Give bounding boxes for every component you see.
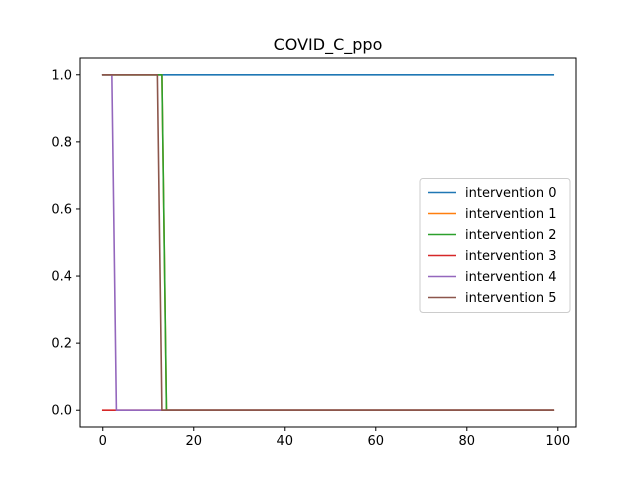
- x-tick-label-4: 80: [459, 434, 476, 449]
- y-axis: 0.0 0.2 0.4 0.6 0.8 1.0: [51, 68, 80, 419]
- y-tick-label-4: 0.8: [51, 135, 72, 150]
- x-tick-label-1: 20: [185, 434, 202, 449]
- legend-label-3: intervention 3: [465, 249, 557, 264]
- y-tick-label-3: 0.6: [51, 202, 72, 217]
- series-layer: [101, 73, 555, 412]
- x-tick-label-5: 100: [545, 434, 570, 449]
- legend-label-5: intervention 5: [465, 291, 557, 306]
- y-tick-label-1: 0.2: [51, 337, 72, 352]
- legend: intervention 0 intervention 1 intervention…: [419, 178, 571, 313]
- plot-frame: [79, 57, 577, 428]
- y-tick-label-2: 0.4: [51, 270, 72, 285]
- chart-title: COVID_C_ppo: [274, 35, 383, 55]
- legend-label-1: intervention 1: [465, 207, 557, 222]
- y-tick-label-0: 0.0: [51, 404, 72, 419]
- x-tick-label-0: 0: [99, 434, 107, 449]
- legend-label-4: intervention 4: [465, 270, 557, 285]
- x-axis: 0 20 40 60 80 100: [99, 427, 570, 449]
- x-tick-label-2: 40: [276, 434, 293, 449]
- legend-label-2: intervention 2: [465, 228, 557, 243]
- y-tick-label-5: 1.0: [51, 68, 72, 83]
- series-line-5: [101, 73, 555, 412]
- x-tick-label-3: 60: [368, 434, 385, 449]
- legend-label-0: intervention 0: [465, 186, 557, 201]
- legend-box: [419, 178, 571, 313]
